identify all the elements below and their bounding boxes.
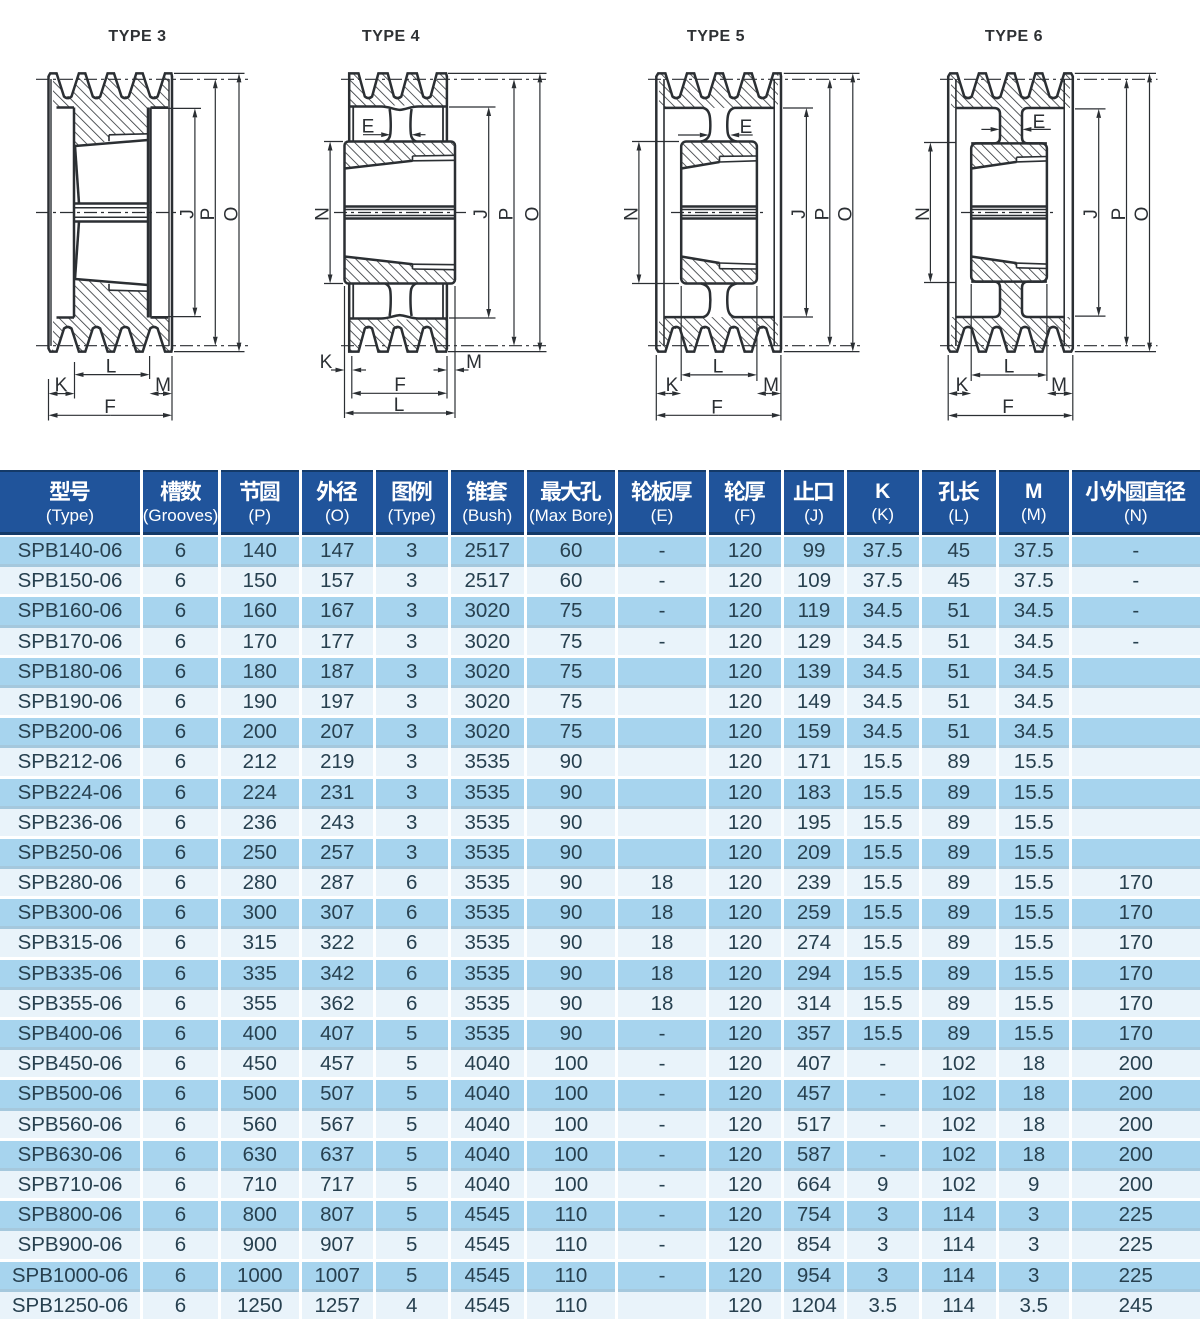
svg-text:TYPE 4: TYPE 4 xyxy=(362,28,420,45)
svg-text:J: J xyxy=(471,209,492,219)
svg-text:L: L xyxy=(106,356,117,377)
svg-text:F: F xyxy=(1002,397,1014,418)
svg-text:M: M xyxy=(1051,375,1067,396)
svg-text:L: L xyxy=(394,395,405,416)
svg-text:F: F xyxy=(711,397,723,418)
svg-text:M: M xyxy=(763,375,779,396)
svg-text:E: E xyxy=(362,117,375,138)
svg-text:N: N xyxy=(913,207,934,221)
svg-text:M: M xyxy=(466,352,482,373)
svg-text:O: O xyxy=(522,207,543,222)
svg-text:O: O xyxy=(1132,207,1153,222)
svg-text:K: K xyxy=(55,375,68,396)
svg-text:K: K xyxy=(956,375,969,396)
svg-text:O: O xyxy=(835,207,856,222)
svg-text:J: J xyxy=(1081,209,1102,219)
svg-text:TYPE 6: TYPE 6 xyxy=(985,28,1043,45)
svg-text:E: E xyxy=(740,117,753,138)
svg-text:N: N xyxy=(313,207,334,221)
svg-text:F: F xyxy=(104,397,116,418)
svg-text:K: K xyxy=(320,352,333,373)
svg-text:M: M xyxy=(155,375,171,396)
svg-text:P: P xyxy=(812,208,833,221)
svg-text:N: N xyxy=(621,207,642,221)
svg-text:TYPE 3: TYPE 3 xyxy=(108,28,166,45)
svg-text:O: O xyxy=(222,207,243,222)
svg-text:TYPE 5: TYPE 5 xyxy=(687,28,745,45)
svg-text:P: P xyxy=(497,208,518,221)
svg-text:J: J xyxy=(789,209,810,219)
svg-text:L: L xyxy=(713,357,724,378)
svg-text:P: P xyxy=(198,208,219,221)
svg-text:K: K xyxy=(666,375,679,396)
svg-text:P: P xyxy=(1109,208,1130,221)
svg-text:F: F xyxy=(394,375,406,396)
svg-text:E: E xyxy=(1033,112,1046,133)
svg-text:J: J xyxy=(177,209,198,219)
svg-text:L: L xyxy=(1004,357,1015,378)
